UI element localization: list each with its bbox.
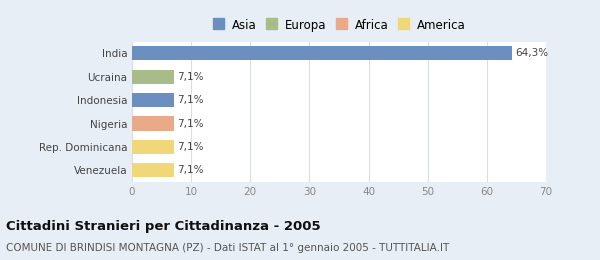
Bar bbox=[132, 116, 174, 131]
Bar bbox=[132, 70, 174, 84]
Text: 64,3%: 64,3% bbox=[515, 48, 548, 58]
Bar bbox=[132, 46, 512, 60]
Text: 7,1%: 7,1% bbox=[177, 95, 203, 105]
Text: Cittadini Stranieri per Cittadinanza - 2005: Cittadini Stranieri per Cittadinanza - 2… bbox=[6, 220, 320, 233]
Text: 7,1%: 7,1% bbox=[177, 72, 203, 82]
Text: COMUNE DI BRINDISI MONTAGNA (PZ) - Dati ISTAT al 1° gennaio 2005 - TUTTITALIA.IT: COMUNE DI BRINDISI MONTAGNA (PZ) - Dati … bbox=[6, 243, 449, 253]
Text: 7,1%: 7,1% bbox=[177, 119, 203, 128]
Text: 7,1%: 7,1% bbox=[177, 165, 203, 175]
Legend: Asia, Europa, Africa, America: Asia, Europa, Africa, America bbox=[211, 17, 467, 34]
Bar bbox=[132, 140, 174, 154]
Text: 7,1%: 7,1% bbox=[177, 142, 203, 152]
Bar bbox=[132, 93, 174, 107]
Bar bbox=[132, 163, 174, 177]
